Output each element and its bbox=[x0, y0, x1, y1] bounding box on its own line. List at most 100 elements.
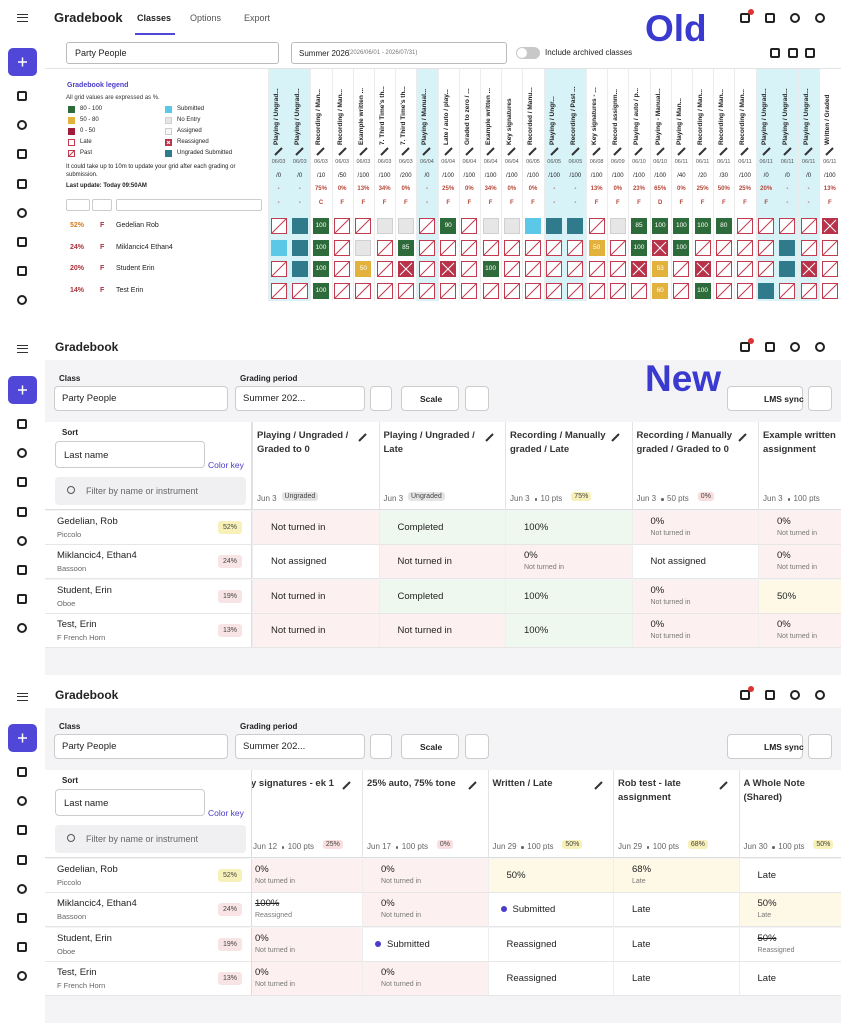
status-cell[interactable] bbox=[397, 261, 414, 277]
grade-cell[interactable]: 60 bbox=[652, 282, 669, 299]
grade-cell[interactable]: Reassigned bbox=[487, 961, 615, 996]
status-cell[interactable] bbox=[800, 239, 817, 256]
status-cell[interactable] bbox=[588, 261, 605, 277]
button[interactable] bbox=[370, 386, 392, 411]
grade-cell[interactable]: 100 bbox=[673, 239, 690, 256]
status-cell[interactable] bbox=[821, 239, 838, 256]
status-cell[interactable] bbox=[652, 239, 669, 256]
icon[interactable] bbox=[740, 342, 750, 352]
status-cell[interactable] bbox=[694, 239, 711, 256]
icon[interactable] bbox=[815, 13, 825, 23]
status-cell[interactable] bbox=[758, 239, 775, 256]
legend-title[interactable]: Gradebook legend bbox=[67, 82, 129, 89]
status-cell[interactable] bbox=[821, 218, 838, 234]
grade-cell[interactable]: 0% Not turned in bbox=[758, 545, 841, 580]
icon[interactable] bbox=[17, 883, 27, 894]
grade-cell[interactable]: 100 bbox=[313, 282, 329, 299]
grade-cell[interactable]: 0% Not turned in bbox=[631, 511, 759, 545]
edit-icon[interactable] bbox=[655, 147, 665, 156]
grade-cell[interactable]: 50% Reassigned bbox=[738, 927, 841, 962]
status-cell[interactable] bbox=[291, 239, 308, 256]
student-row[interactable]: Gedelian, Rob Piccolo 52% bbox=[45, 859, 252, 893]
edit-icon[interactable] bbox=[528, 147, 538, 156]
edit-icon[interactable] bbox=[507, 147, 516, 156]
column-title[interactable]: y signatures - ek 1 bbox=[251, 778, 334, 789]
select[interactable]: Summer 202... bbox=[235, 734, 365, 759]
grade-cell[interactable]: Submitted bbox=[362, 927, 489, 962]
icon[interactable] bbox=[765, 13, 775, 23]
edit-icon[interactable] bbox=[804, 147, 813, 156]
status-cell[interactable] bbox=[525, 282, 541, 299]
status-cell[interactable] bbox=[376, 261, 393, 277]
column-title[interactable]: Rob test - late assignment bbox=[618, 778, 681, 803]
student-row[interactable]: Test, Erin F French Horn 13% bbox=[45, 961, 252, 996]
icon[interactable] bbox=[17, 913, 27, 923]
status-cell[interactable] bbox=[419, 239, 435, 256]
edit-icon[interactable] bbox=[737, 433, 747, 442]
status-cell[interactable] bbox=[758, 261, 775, 277]
status-cell[interactable] bbox=[567, 282, 584, 299]
status-cell[interactable] bbox=[376, 282, 393, 299]
column-title[interactable]: A Whole Note (Shared) bbox=[743, 778, 805, 803]
icon[interactable] bbox=[740, 13, 750, 23]
status-cell[interactable] bbox=[779, 218, 796, 234]
button[interactable]: Scale bbox=[401, 386, 459, 411]
column-title[interactable]: Written / Late bbox=[492, 778, 553, 789]
status-cell[interactable] bbox=[503, 261, 520, 277]
icon[interactable] bbox=[790, 690, 800, 700]
status-cell[interactable] bbox=[482, 218, 499, 234]
status-cell[interactable] bbox=[355, 282, 372, 299]
student-row[interactable]: Miklancic4, Ethan4 Bassoon 24% bbox=[45, 545, 252, 580]
status-cell[interactable] bbox=[694, 261, 711, 277]
status-cell[interactable] bbox=[525, 239, 541, 256]
select[interactable]: Summer 202... bbox=[235, 386, 365, 411]
status-cell[interactable] bbox=[609, 239, 626, 256]
icon[interactable] bbox=[17, 120, 27, 131]
status-cell[interactable] bbox=[821, 282, 838, 299]
status-cell[interactable] bbox=[355, 218, 372, 234]
column-title[interactable]: 25% auto, 75% tone bbox=[367, 778, 456, 789]
edit-icon[interactable] bbox=[613, 147, 622, 156]
grade-cell[interactable]: 100% bbox=[505, 511, 632, 545]
status-cell[interactable] bbox=[291, 261, 308, 277]
status-cell[interactable] bbox=[609, 261, 626, 277]
grade-cell[interactable]: 50 bbox=[355, 261, 372, 277]
grade-cell[interactable]: 85 bbox=[397, 239, 414, 256]
sort-select[interactable]: Last name bbox=[55, 441, 205, 468]
student-row[interactable]: Student, Erin Oboe 19% bbox=[45, 927, 252, 962]
status-cell[interactable] bbox=[737, 239, 753, 256]
icon[interactable] bbox=[17, 971, 27, 982]
grade-cell[interactable]: Reassigned bbox=[487, 927, 615, 962]
grade-cell[interactable]: 100% bbox=[505, 613, 632, 648]
status-cell[interactable] bbox=[270, 261, 287, 277]
status-cell[interactable] bbox=[503, 218, 520, 234]
status-cell[interactable] bbox=[482, 239, 499, 256]
icon[interactable] bbox=[17, 796, 27, 807]
status-cell[interactable] bbox=[334, 282, 351, 299]
grade-cell[interactable]: Not turned in bbox=[252, 613, 379, 648]
button[interactable]: LMS sync bbox=[727, 386, 804, 411]
filter-box[interactable] bbox=[116, 199, 262, 211]
edit-icon[interactable] bbox=[825, 147, 834, 156]
status-cell[interactable] bbox=[715, 282, 732, 299]
status-cell[interactable] bbox=[567, 239, 584, 256]
status-cell[interactable] bbox=[758, 218, 775, 234]
status-cell[interactable] bbox=[461, 282, 478, 299]
icon[interactable] bbox=[17, 178, 27, 189]
status-cell[interactable] bbox=[546, 261, 563, 277]
icon[interactable] bbox=[17, 237, 27, 247]
edit-icon[interactable] bbox=[593, 781, 603, 790]
grade-cell[interactable]: 0% Not turned in bbox=[362, 859, 489, 893]
grade-cell[interactable]: 100 bbox=[694, 282, 711, 299]
student-name[interactable]: Student Erin bbox=[116, 265, 155, 272]
edit-icon[interactable] bbox=[719, 147, 728, 156]
student-row[interactable]: Miklancic4, Ethan4 Bassoon 24% bbox=[45, 893, 252, 928]
edit-icon[interactable] bbox=[634, 147, 644, 156]
edit-icon[interactable] bbox=[740, 147, 750, 156]
grade-cell[interactable]: 85 bbox=[631, 218, 647, 234]
status-cell[interactable] bbox=[291, 282, 308, 299]
icon[interactable] bbox=[17, 623, 27, 634]
status-cell[interactable] bbox=[631, 261, 647, 277]
tab[interactable]: Options bbox=[190, 13, 222, 23]
icon[interactable] bbox=[790, 13, 800, 23]
